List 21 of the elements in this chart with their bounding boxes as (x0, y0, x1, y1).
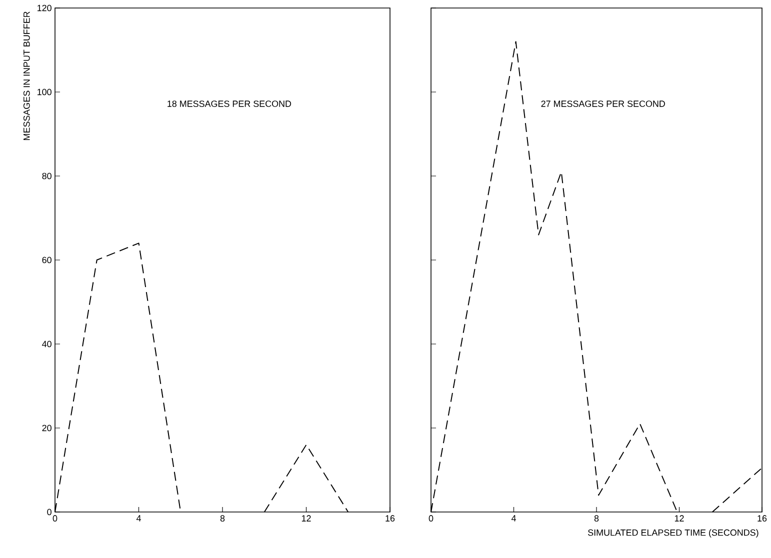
annotation: 18 MESSAGES PER SECOND (168, 100, 292, 107)
y-axis-title: MESSAGES IN INPUT BUFFER (23, 12, 30, 140)
x-tick-label: 8 (220, 515, 225, 522)
x-tick-label: 16 (758, 515, 767, 522)
x-tick-label: 4 (511, 515, 516, 522)
y-tick-label: 40 (42, 340, 52, 348)
y-tick-label: 60 (42, 256, 52, 264)
y-tick-label: 120 (38, 4, 52, 12)
y-tick-label: 0 (47, 508, 52, 516)
x-tick-label: 8 (594, 515, 599, 522)
x-tick-label: 12 (674, 515, 684, 522)
y-tick-label: 80 (42, 172, 52, 180)
x-tick-label: 4 (136, 515, 141, 522)
x-tick-label: 0 (428, 515, 434, 522)
x-tick-label: 12 (302, 515, 311, 522)
x-tick-label: 16 (386, 515, 395, 522)
x-tick-label: 0 (52, 515, 58, 522)
x-axis-title: SIMULATED ELAPSED TIME (SECONDS) (588, 529, 758, 538)
annotation: 27 MESSAGES PER SECOND (541, 100, 665, 107)
y-tick-label: 20 (42, 424, 52, 432)
y-tick-label: 100 (38, 88, 52, 96)
